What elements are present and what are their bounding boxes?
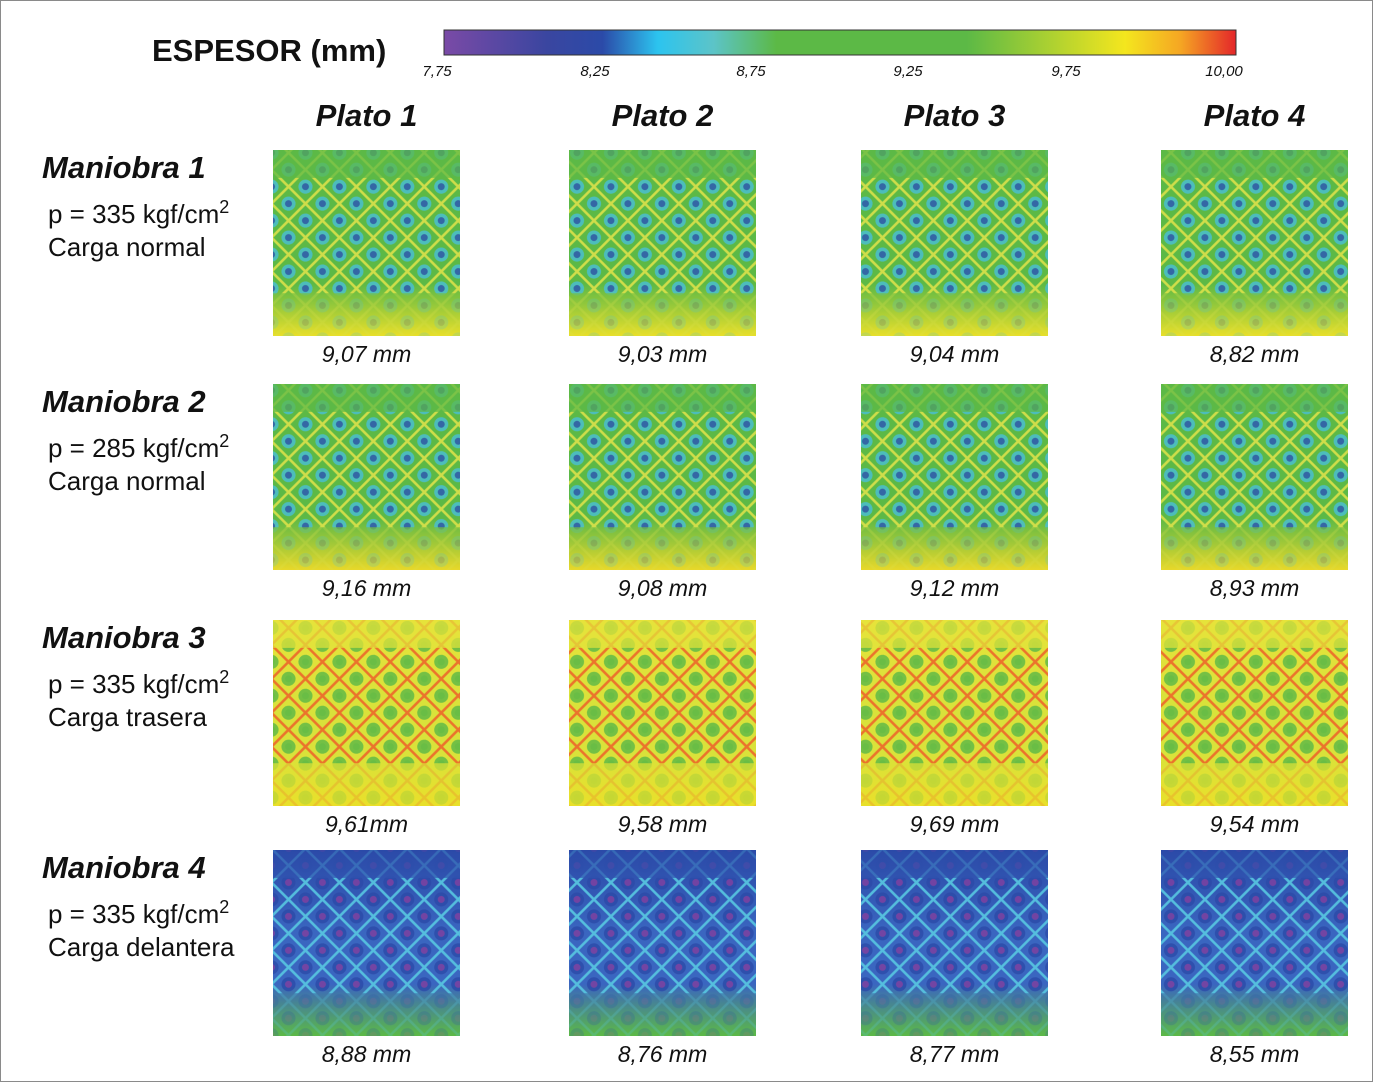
row-label: Maniobra 1 bbox=[42, 150, 206, 185]
mean-thickness: 9,61mm bbox=[325, 811, 408, 837]
colorbar-title: ESPESOR (mm) bbox=[152, 33, 386, 68]
row-load: Carga trasera bbox=[48, 702, 207, 732]
mean-thickness: 9,58 mm bbox=[618, 811, 707, 837]
mean-thickness: 9,04 mm bbox=[910, 341, 999, 367]
thickness-lattice-edge bbox=[273, 850, 460, 1036]
thickness-lattice-edge bbox=[273, 384, 460, 570]
mean-thickness: 8,55 mm bbox=[1210, 1041, 1299, 1067]
row-pressure: p = 335 kgf/cm2 bbox=[48, 667, 229, 699]
colorbar-tick-label: 7,75 bbox=[422, 63, 452, 80]
column-header: Plato 4 bbox=[1204, 98, 1306, 133]
row-pressure: p = 285 kgf/cm2 bbox=[48, 431, 229, 463]
thickness-lattice-edge bbox=[273, 620, 460, 806]
row-label: Maniobra 2 bbox=[42, 384, 206, 419]
mean-thickness: 8,88 mm bbox=[322, 1041, 411, 1067]
pressure-sup: 2 bbox=[219, 431, 229, 451]
row-label: Maniobra 4 bbox=[42, 850, 206, 885]
thickness-lattice-edge bbox=[861, 620, 1048, 806]
mean-thickness: 9,12 mm bbox=[910, 575, 999, 601]
mean-thickness: 8,77 mm bbox=[910, 1041, 999, 1067]
mean-thickness: 9,03 mm bbox=[618, 341, 707, 367]
thickness-lattice-edge bbox=[861, 850, 1048, 1036]
thickness-lattice-edge bbox=[569, 620, 756, 806]
thickness-lattice-edge bbox=[1161, 620, 1348, 806]
pressure-text: p = 285 kgf/cm bbox=[48, 433, 219, 463]
pressure-sup: 2 bbox=[219, 197, 229, 217]
colorbar-tick-label: 9,75 bbox=[1051, 63, 1081, 80]
mean-thickness: 8,93 mm bbox=[1210, 575, 1299, 601]
colorbar bbox=[443, 29, 1237, 56]
pressure-text: p = 335 kgf/cm bbox=[48, 199, 219, 229]
thickness-lattice-edge bbox=[569, 384, 756, 570]
thickness-lattice-edge bbox=[569, 150, 756, 336]
mean-thickness: 9,54 mm bbox=[1210, 811, 1299, 837]
thickness-lattice-edge bbox=[1161, 384, 1348, 570]
mean-thickness: 9,16 mm bbox=[322, 575, 411, 601]
pressure-text: p = 335 kgf/cm bbox=[48, 669, 219, 699]
row-pressure: p = 335 kgf/cm2 bbox=[48, 197, 229, 229]
row-load: Carga delantera bbox=[48, 932, 235, 962]
mean-thickness: 9,69 mm bbox=[910, 811, 999, 837]
thickness-lattice-edge bbox=[1161, 150, 1348, 336]
column-header: Plato 3 bbox=[904, 98, 1006, 133]
thickness-lattice-edge bbox=[273, 150, 460, 336]
colorbar-tick-label: 10,00 bbox=[1205, 63, 1243, 80]
pressure-sup: 2 bbox=[219, 667, 229, 687]
colorbar-tick-label: 8,25 bbox=[580, 63, 610, 80]
row-label: Maniobra 3 bbox=[42, 620, 206, 655]
thickness-lattice-edge bbox=[861, 384, 1048, 570]
row-load: Carga normal bbox=[48, 466, 206, 496]
row-pressure: p = 335 kgf/cm2 bbox=[48, 897, 229, 929]
thickness-lattice-edge bbox=[861, 150, 1048, 336]
column-header: Plato 2 bbox=[612, 98, 714, 133]
pressure-text: p = 335 kgf/cm bbox=[48, 899, 219, 929]
mean-thickness: 8,82 mm bbox=[1210, 341, 1299, 367]
row-load: Carga normal bbox=[48, 232, 206, 262]
mean-thickness: 8,76 mm bbox=[618, 1041, 707, 1067]
pressure-sup: 2 bbox=[219, 897, 229, 917]
mean-thickness: 9,07 mm bbox=[322, 341, 411, 367]
thickness-lattice-edge bbox=[1161, 850, 1348, 1036]
colorbar-tick-label: 9,25 bbox=[893, 63, 923, 80]
thickness-lattice-edge bbox=[569, 850, 756, 1036]
colorbar-tick-label: 8,75 bbox=[736, 63, 766, 80]
column-header: Plato 1 bbox=[316, 98, 418, 133]
mean-thickness: 9,08 mm bbox=[618, 575, 707, 601]
